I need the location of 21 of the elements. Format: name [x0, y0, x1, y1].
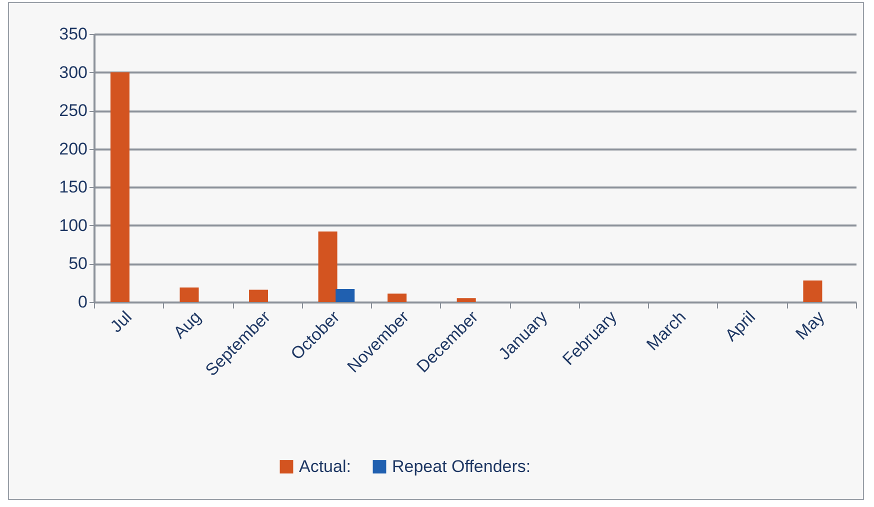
bar: [318, 232, 338, 302]
bar: [180, 287, 199, 302]
bar: [110, 72, 130, 302]
y-tick-label: 0: [78, 292, 88, 312]
y-tick-label: 250: [59, 101, 88, 120]
bar: [803, 280, 822, 302]
y-tick-label: 300: [59, 62, 88, 82]
x-tick-label: Jul: [106, 307, 136, 336]
y-tick-label: 350: [59, 24, 88, 44]
bar: [456, 298, 476, 302]
x-tick-label: Aug: [170, 307, 205, 342]
y-tick-label: 100: [59, 216, 88, 235]
y-tick-label: 50: [68, 254, 88, 274]
y-tick-label: 200: [59, 139, 88, 158]
bar: [249, 290, 268, 302]
legend-label: Repeat Offenders:: [392, 456, 531, 476]
bar: [388, 294, 407, 302]
legend-label: Actual:: [299, 456, 351, 476]
x-tick-label: May: [792, 307, 829, 344]
bar: [336, 288, 355, 302]
y-tick-label: 150: [59, 178, 88, 197]
